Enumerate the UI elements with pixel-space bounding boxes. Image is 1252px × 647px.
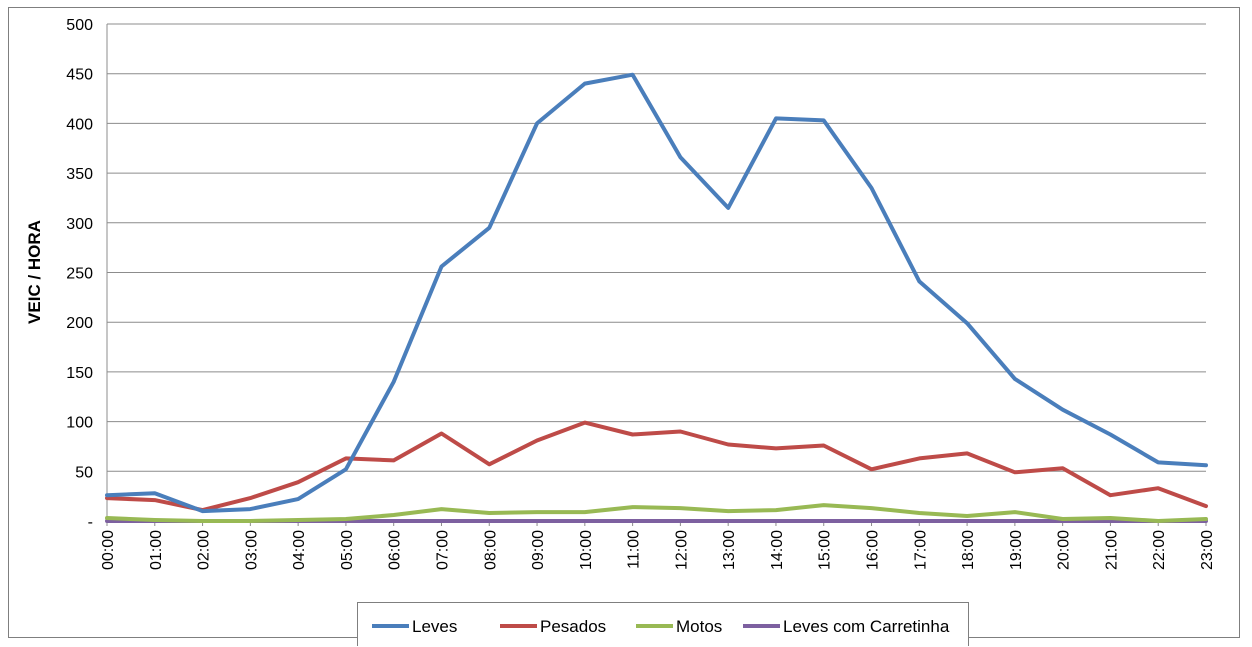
legend-label: Motos [676,617,722,636]
x-tick-label: 13:00 [721,530,738,570]
x-tick-label: 10:00 [578,530,595,570]
x-tick-label: 02:00 [196,530,213,570]
legend-label: Pesados [540,617,606,636]
x-tick-label: 19:00 [1008,530,1025,570]
x-tick-label: 18:00 [960,530,977,570]
y-tick-label: 350 [66,166,93,183]
x-tick-label: 05:00 [339,530,356,570]
x-tick-label: 23:00 [1199,530,1216,570]
y-tick-label: 400 [66,116,93,133]
x-tick-label: 08:00 [482,530,499,570]
y-tick-label: 50 [75,464,93,481]
x-tick-label: 07:00 [434,530,451,570]
series-line-motos [105,503,1208,523]
y-tick-label: 150 [66,365,93,382]
legend-label: Leves [412,617,457,636]
x-tick-label: 22:00 [1151,530,1168,570]
x-tick-label: 12:00 [673,530,690,570]
y-tick-label: 300 [66,216,93,233]
y-axis-label: VEIC / HORA [25,220,44,324]
x-tick-label: 03:00 [243,530,260,570]
x-tick-label: 20:00 [1056,530,1073,570]
x-tick-label: 09:00 [530,530,547,570]
y-tick-label: 250 [66,266,93,283]
y-tick-label: 200 [66,315,93,332]
x-tick-label: 21:00 [1103,530,1120,570]
x-tick-label: 14:00 [769,530,786,570]
x-tick-label: 17:00 [912,530,929,570]
x-tick-label: 04:00 [291,530,308,570]
legend-label: Leves com Carretinha [783,617,950,636]
y-tick-label: 500 [66,17,93,34]
x-tick-label: 16:00 [865,530,882,570]
x-tick-label: 11:00 [626,530,643,569]
grid-lines [106,23,1207,526]
series-line-pesados [105,420,1208,513]
x-tick-label: 15:00 [817,530,834,570]
x-tick-label: 01:00 [148,530,165,570]
series-lines [105,72,1208,523]
x-tick-labels: 00:00 01:00 02:00 03:00 04:00 05:00 06:00 07:00… [100,530,1216,570]
x-tick-label: 00:00 [100,530,117,570]
y-tick-label: 100 [66,415,93,432]
y-tick-labels: - 50 100 150 200 250 300 350 400 450 500 [66,17,93,531]
y-tick-label: - [88,514,93,531]
series-line-leves [105,72,1208,514]
legend: Leves Pesados Motos Leves com Carretinha [357,602,969,646]
y-tick-label: 450 [66,67,93,84]
x-tick-label: 06:00 [387,530,404,570]
